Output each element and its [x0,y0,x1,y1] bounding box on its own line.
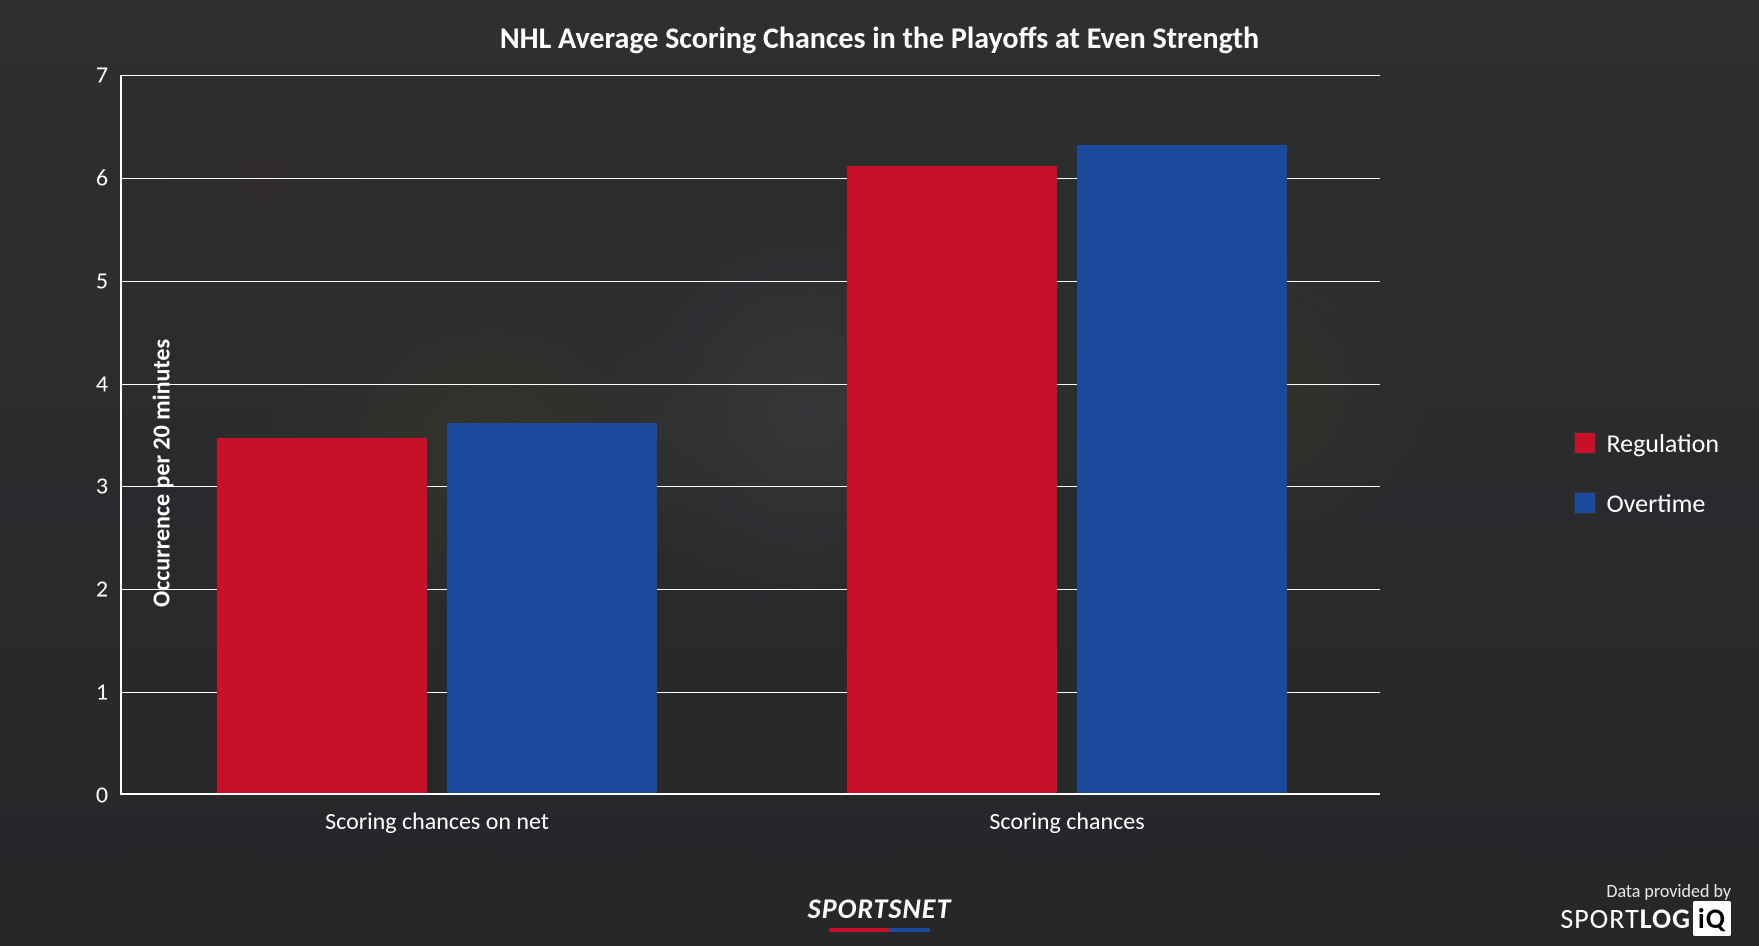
data-provided-label: Data provided by [1606,880,1731,902]
y-tick-label: 5 [96,266,122,295]
legend-label: Regulation [1606,427,1719,459]
y-tick-label: 0 [96,781,122,810]
x-category-label: Scoring chances [989,793,1144,836]
legend-label: Overtime [1606,487,1705,519]
legend-swatch [1574,492,1596,514]
bar-regulation-1 [847,166,1057,793]
sportlogiq-prefix: SPORT [1560,901,1639,936]
y-tick-label: 2 [96,575,122,604]
legend: Regulation Overtime [1574,427,1719,519]
sportlogiq-logo: SPORTLOGiQ [1560,901,1731,936]
sportlogiq-mid: LOG [1640,901,1691,936]
y-tick-label: 4 [96,369,122,398]
bar-overtime-1 [1077,145,1287,793]
chart-title: NHL Average Scoring Chances in the Playo… [0,20,1759,57]
legend-item-regulation: Regulation [1574,427,1719,459]
sportsnet-logo: SPORTSNET [808,891,952,932]
sportlogiq-suffix: iQ [1693,901,1731,936]
x-category-label: Scoring chances on net [325,793,549,836]
plot-area: 01234567Scoring chances on netScoring ch… [120,75,1380,795]
sportsnet-logo-text: SPORTSNET [808,891,952,926]
chart-container: NHL Average Scoring Chances in the Playo… [0,0,1759,946]
sportsnet-logo-underline [829,928,930,932]
legend-item-overtime: Overtime [1574,487,1719,519]
y-tick-label: 7 [96,61,122,90]
bar-regulation-0 [217,438,427,793]
legend-swatch [1574,432,1596,454]
bar-overtime-0 [447,423,657,793]
y-tick-label: 6 [96,163,122,192]
gridline [122,75,1380,76]
y-tick-label: 1 [96,678,122,707]
y-tick-label: 3 [96,472,122,501]
